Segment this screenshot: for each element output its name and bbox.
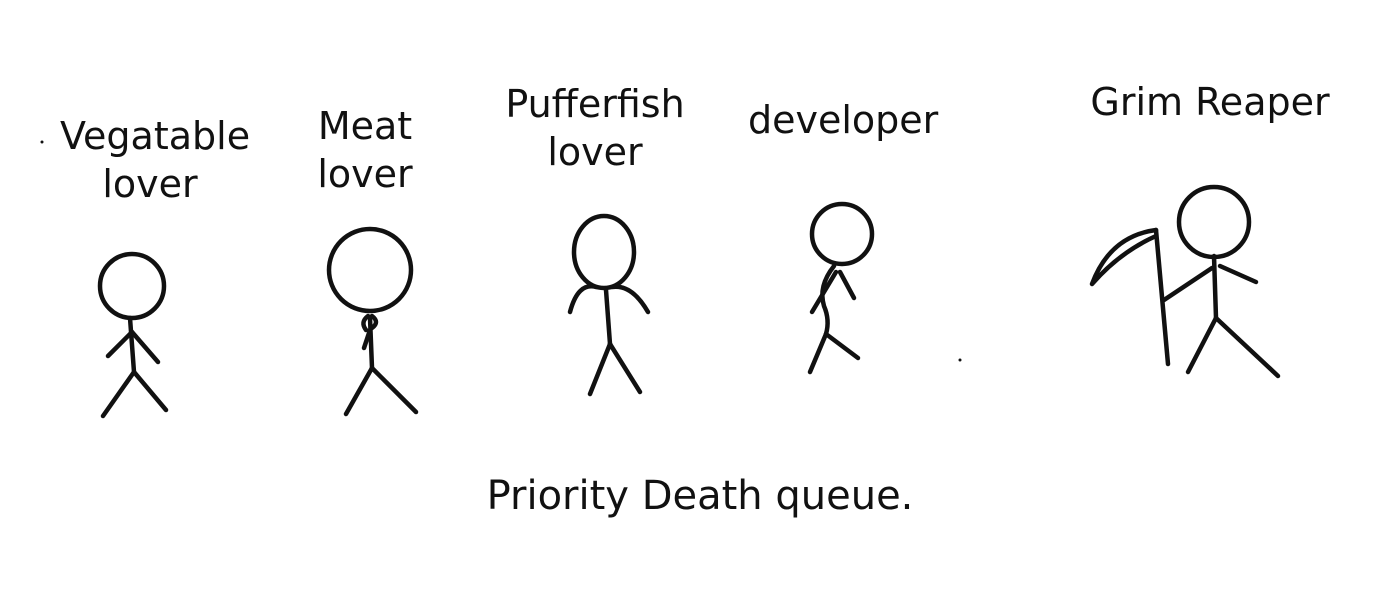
label-line: Meat [317,104,413,148]
grim-reaper-figure [1161,184,1281,379]
figure-label-pufferfish-lover: Pufferfish lover [500,80,690,176]
label-line: Vegatable [60,114,251,158]
label-line: Pufferfish [505,82,685,126]
developer-figure [807,201,875,375]
figure-label-grim-reaper: Grim Reaper [1080,78,1340,126]
vegetable-lover-figure [97,251,169,419]
label-line: lover [547,130,643,174]
meat-lover-figure [326,226,419,417]
scythe-icon [1089,227,1171,367]
label-line: Grim Reaper [1090,80,1330,124]
label-line: lover [317,152,413,196]
figure-label-vegetable-lover: Vegatable lover [60,112,251,208]
label-line: lover [102,162,198,206]
figure-label-meat-lover: Meat lover [300,102,430,198]
figure-label-developer: developer [748,96,939,144]
label-line: developer [748,98,939,142]
pufferfish-lover-figure [567,213,651,397]
caption-text: Priority Death queue. [486,473,914,519]
